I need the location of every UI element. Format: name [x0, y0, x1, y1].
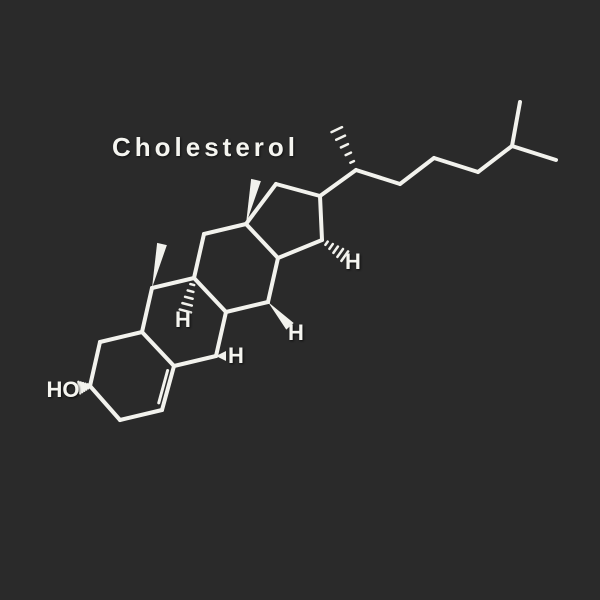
bond-layer [0, 0, 600, 600]
atom-label-h8: H [228, 343, 244, 369]
atom-label-h17: H [345, 249, 361, 275]
atom-label-h14: H [288, 320, 304, 346]
molecule-canvas: Cholesterol HO H H H H [0, 0, 600, 600]
atom-label-h9: H [175, 307, 191, 333]
molecule-title: Cholesterol [112, 132, 299, 163]
atom-label-ho: HO [47, 377, 80, 403]
